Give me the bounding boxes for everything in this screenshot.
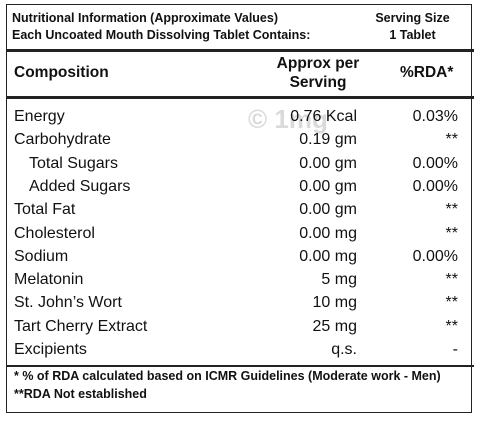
watermark: © 1mg (248, 104, 328, 134)
row-rda: 0.03% (412, 108, 458, 125)
rule (6, 49, 474, 52)
row-label: Added Sugars (29, 177, 131, 195)
row-amount: 5 mg (321, 271, 357, 289)
row-amount: 0.00 gm (299, 154, 357, 172)
column-header: %RDA* (400, 64, 454, 81)
row-amount: 10 mg (312, 294, 357, 312)
row-label: Sodium (14, 247, 69, 265)
row-rda: - (452, 341, 458, 358)
row-rda: ** (445, 317, 458, 335)
row-label: Energy (14, 108, 65, 125)
column-header: Composition (14, 64, 109, 81)
row-label: Total Fat (14, 201, 76, 219)
row-amount: 0.00 gm (299, 177, 357, 195)
row-amount: 25 mg (312, 317, 357, 335)
panel-border (6, 4, 472, 413)
row-rda: ** (445, 201, 458, 219)
rule (6, 365, 474, 367)
row-label: Cholesterol (14, 224, 95, 242)
row-label: Total Sugars (29, 154, 118, 172)
row-rda: ** (445, 224, 458, 242)
row-label: Melatonin (14, 271, 84, 289)
row-label: St. John’s Wort (14, 294, 122, 312)
row-rda: 0.00% (412, 247, 458, 265)
row-label: Carbohydrate (14, 131, 111, 149)
title-line: Each Uncoated Mouth Dissolving Tablet Co… (12, 28, 311, 42)
row-amount: 0.00 mg (299, 224, 357, 242)
serving-size: 1 Tablet (389, 28, 436, 42)
row-amount: 0.19 gm (299, 131, 357, 149)
column-header: Approx per Serving (276, 55, 360, 91)
footnote: **RDA Not established (14, 387, 147, 401)
row-amount: q.s. (331, 341, 357, 358)
serving-size: Serving Size (375, 11, 450, 25)
row-amount: 0.76 Kcal (290, 108, 357, 125)
row-label: Excipients (14, 341, 87, 358)
row-rda: 0.00% (412, 177, 458, 195)
row-amount: 0.00 gm (299, 201, 357, 219)
row-rda: ** (445, 131, 458, 149)
rule (6, 96, 474, 99)
row-rda: ** (445, 294, 458, 312)
row-rda: 0.00% (412, 154, 458, 172)
row-label: Tart Cherry Extract (14, 317, 148, 335)
row-amount: 0.00 mg (299, 247, 357, 265)
row-rda: ** (445, 271, 458, 289)
title-line: Nutritional Information (Approximate Val… (12, 11, 278, 25)
footnote: * % of RDA calculated based on ICMR Guid… (14, 369, 441, 383)
